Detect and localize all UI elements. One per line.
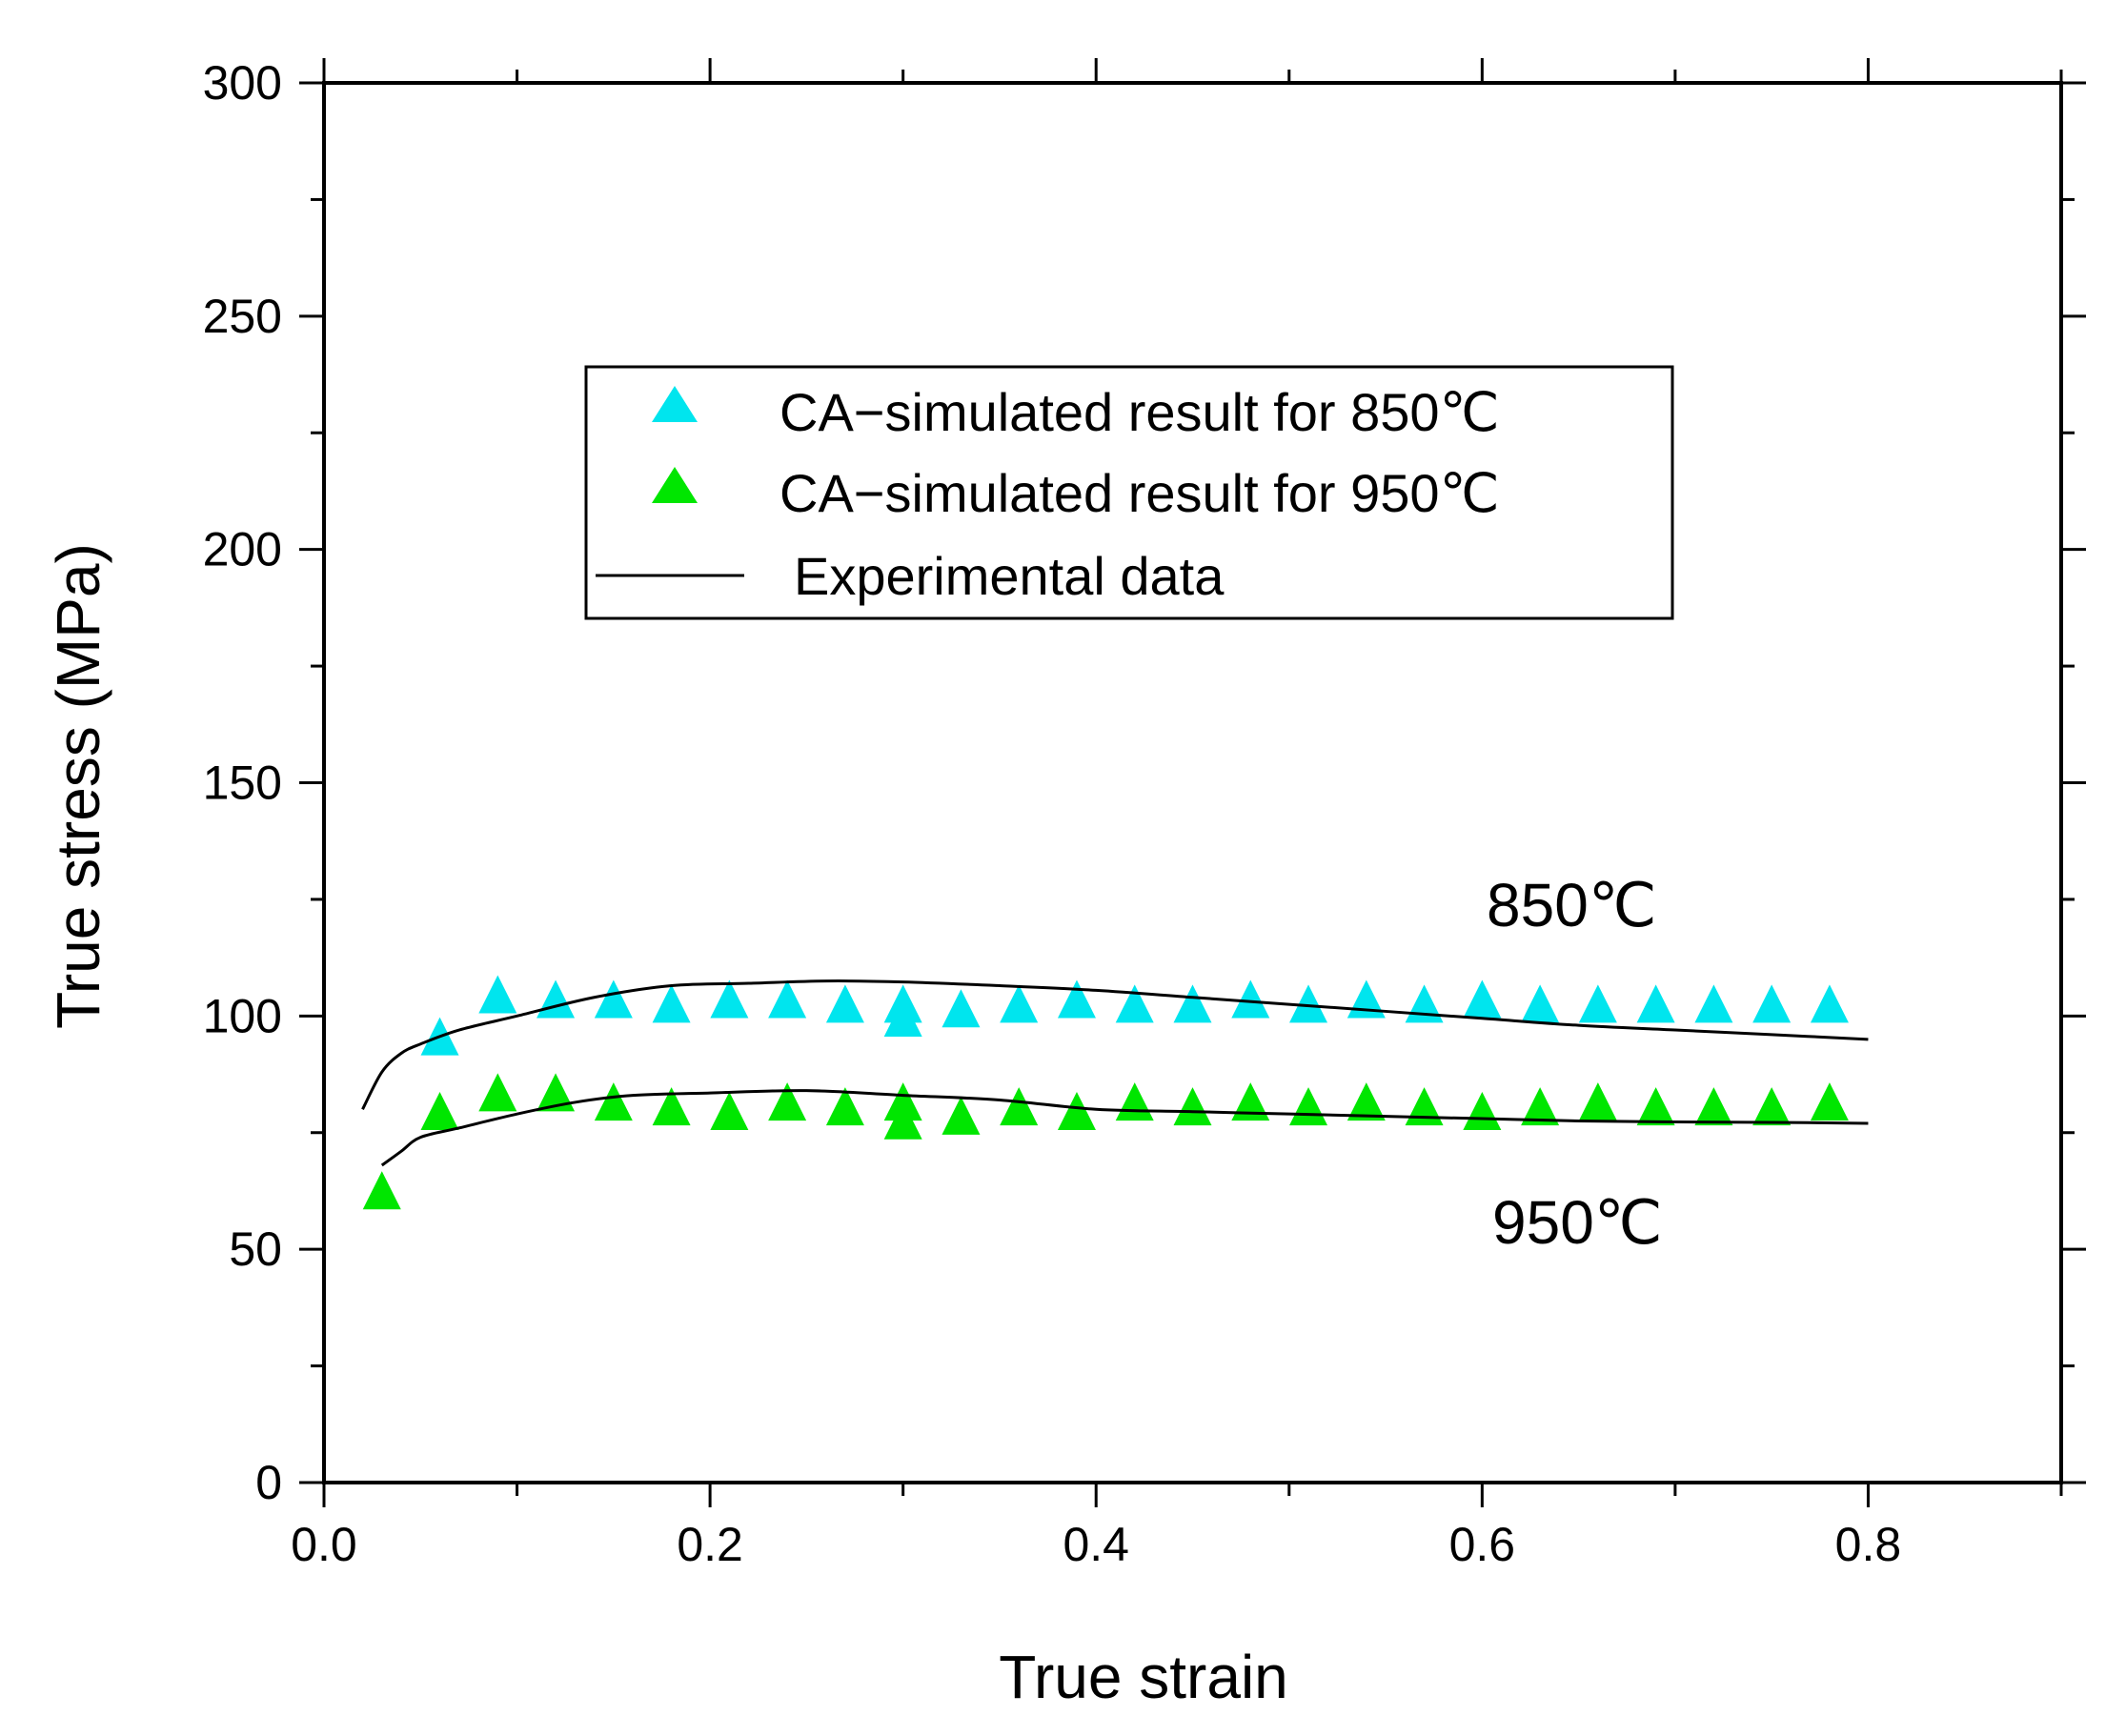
- marker-850: [1521, 984, 1560, 1023]
- legend-label-950: CA−simulated result for 950℃: [780, 463, 1499, 523]
- marker-950: [1578, 1082, 1617, 1121]
- marker-850: [1057, 979, 1096, 1019]
- experimental-line-950: [380, 1089, 1869, 1167]
- marker-950: [942, 1096, 981, 1135]
- marker-950: [537, 1073, 576, 1112]
- experimental-lines: [361, 979, 1869, 1167]
- marker-850: [1289, 984, 1328, 1023]
- marker-950: [1521, 1087, 1560, 1126]
- marker-950: [1000, 1087, 1039, 1126]
- y-tick-labels: 0 50 100 150 200 250 300: [203, 56, 282, 1509]
- marker-950: [1694, 1087, 1733, 1126]
- marker-950: [1810, 1082, 1849, 1121]
- y-tick-label: 0: [255, 1456, 282, 1509]
- x-tick-label: 0.6: [1449, 1518, 1516, 1571]
- y-axis-title: True stress (MPa): [44, 543, 112, 1029]
- experimental-line-850: [361, 979, 1869, 1110]
- x-tick-label: 0.2: [677, 1518, 743, 1571]
- marker-850: [1810, 984, 1849, 1023]
- marker-950: [420, 1091, 459, 1130]
- marker-850: [942, 989, 981, 1028]
- y-tick-label: 150: [203, 757, 282, 810]
- marker-850: [594, 979, 633, 1019]
- y-tick-label: 250: [203, 290, 282, 343]
- marker-850: [652, 984, 691, 1023]
- marker-850: [1231, 979, 1270, 1019]
- legend-marker-850: [652, 386, 698, 422]
- y-tick-label: 100: [203, 989, 282, 1042]
- marker-850: [768, 979, 807, 1019]
- legend: CA−simulated result for 850℃ CA−simulate…: [584, 365, 1674, 620]
- marker-950: [1636, 1087, 1675, 1126]
- marker-950: [1173, 1087, 1212, 1126]
- legend-label-experimental: Experimental data: [794, 546, 1225, 606]
- x-tick-label: 0.8: [1835, 1518, 1902, 1571]
- annotation-950: 950℃: [1492, 1188, 1663, 1257]
- plot-frame: [322, 81, 2063, 1484]
- marker-850: [825, 984, 864, 1023]
- x-tick-labels: 0.0 0.2 0.4 0.6 0.8: [291, 1518, 1901, 1571]
- y-tick-label: 50: [229, 1222, 282, 1276]
- legend-label-850: CA−simulated result for 850℃: [780, 382, 1499, 442]
- marker-950: [1463, 1091, 1502, 1130]
- marker-850: [1000, 984, 1039, 1023]
- marker-950: [825, 1087, 864, 1126]
- axis-ticks: [299, 58, 2086, 1507]
- marker-950: [594, 1082, 633, 1121]
- marker-850: [1694, 984, 1733, 1023]
- marker-850: [1636, 984, 1675, 1023]
- x-tick-label: 0.4: [1063, 1518, 1129, 1571]
- marker-850: [710, 979, 749, 1019]
- marker-850: [1463, 979, 1502, 1019]
- y-tick-label: 200: [203, 523, 282, 576]
- marker-950: [883, 1100, 922, 1140]
- marker-850: [883, 999, 922, 1038]
- marker-950: [1057, 1091, 1096, 1130]
- marker-950: [362, 1171, 401, 1210]
- marker-950: [478, 1073, 517, 1112]
- marker-950: [652, 1087, 691, 1126]
- y-tick-label: 300: [203, 56, 282, 110]
- marker-950: [1231, 1082, 1270, 1121]
- marker-850: [478, 975, 517, 1014]
- marker-950: [1752, 1087, 1792, 1126]
- marker-950: [1346, 1082, 1386, 1121]
- annotation-850: 850℃: [1487, 871, 1657, 939]
- legend-box: [584, 365, 1674, 620]
- legend-marker-950: [652, 467, 698, 503]
- marker-950: [768, 1082, 807, 1121]
- marker-950: [710, 1091, 749, 1130]
- marker-850: [1173, 984, 1212, 1023]
- x-tick-label: 0.0: [291, 1518, 357, 1571]
- marker-850: [1752, 984, 1792, 1023]
- x-axis-title: True strain: [999, 1643, 1288, 1711]
- marker-850: [1578, 984, 1617, 1023]
- marker-850: [1115, 984, 1154, 1023]
